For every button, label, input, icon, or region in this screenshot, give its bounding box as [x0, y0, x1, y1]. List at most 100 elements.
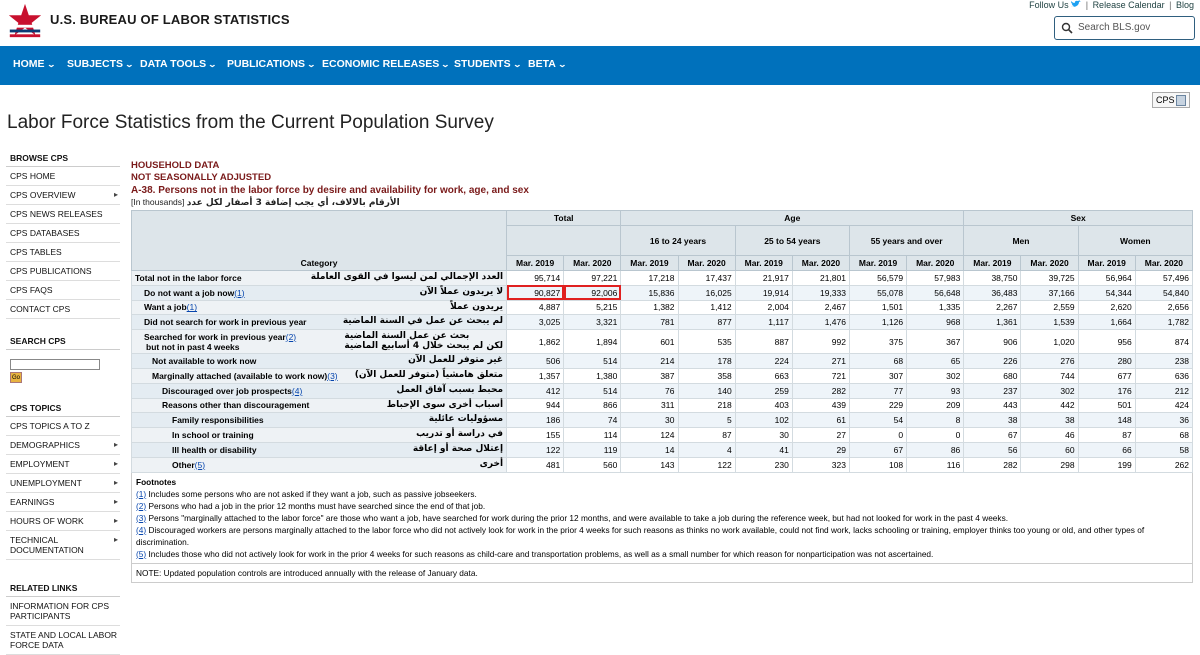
data-cell: 74 [563, 412, 622, 429]
period-header: Mar. 2019 [963, 255, 1022, 271]
chevron-right-icon: ▸ [113, 459, 118, 468]
footnote-link[interactable]: (1) [234, 287, 245, 298]
browse-cps-item-label: CPS TABLES [10, 247, 62, 257]
nav-data-tools[interactable]: DATA TOOLS ⌄ [140, 58, 218, 70]
data-cell: 140 [677, 382, 736, 399]
row-label: Other [172, 459, 195, 470]
age-16-24-header: 16 to 24 years [620, 225, 736, 256]
nav-economic-releases[interactable]: ECONOMIC RELEASES ⌄ [322, 58, 451, 70]
search-cps-input[interactable] [10, 359, 100, 370]
cps-topics-item[interactable]: UNEMPLOYMENT ▸ [6, 474, 120, 493]
browse-cps-item[interactable]: CPS TABLES [6, 243, 120, 262]
data-cell: 199 [1077, 456, 1136, 473]
total-subheader [506, 225, 622, 256]
site-title[interactable]: U.S. BUREAU OF LABOR STATISTICS [50, 12, 290, 27]
footnote-link[interactable]: (5) [194, 459, 206, 470]
separator: | [1085, 0, 1089, 10]
data-cell: 224 [734, 353, 793, 369]
total-header: Total [506, 210, 622, 226]
footnotes-title: Footnotes [136, 476, 177, 487]
footnote-link[interactable]: (4) [291, 385, 303, 396]
data-cell: 21,917 [734, 270, 793, 286]
chevron-right-icon: ▸ [113, 190, 118, 199]
bls-logo-icon[interactable] [6, 2, 44, 40]
footnote-number-link[interactable]: (3) [136, 512, 147, 523]
data-cell: 1,539 [1020, 314, 1079, 331]
browse-cps-item[interactable]: CPS PUBLICATIONS [6, 262, 120, 281]
footnote-number-link[interactable]: (5) [136, 548, 147, 559]
cps-topics-item[interactable]: HOURS OF WORK ▸ [6, 512, 120, 531]
browse-cps-item[interactable]: CPS OVERVIEW ▸ [6, 186, 120, 205]
data-cell: 46 [1020, 427, 1079, 443]
footnote-number-link[interactable]: (2) [136, 500, 147, 511]
table-row: Marginally attached (available to work n… [130, 367, 1194, 384]
data-cell: 302 [1020, 382, 1079, 399]
search-cps-form: Go [6, 350, 120, 394]
search-input[interactable]: Search BLS.gov [1054, 16, 1195, 40]
data-cell: 68 [1134, 427, 1194, 443]
twitter-icon[interactable] [1071, 0, 1082, 8]
nav-publications[interactable]: PUBLICATIONS ⌄ [227, 58, 317, 70]
data-cell: 680 [963, 367, 1022, 384]
document-icon [1176, 95, 1186, 106]
period-header: Mar. 2020 [1134, 255, 1194, 271]
data-cell: 54,344 [1077, 284, 1136, 301]
data-cell: 122 [506, 441, 565, 458]
data-cell: 21,801 [791, 270, 850, 286]
period-header: Mar. 2019 [734, 255, 793, 271]
footnote-number-link[interactable]: (4) [136, 524, 147, 535]
cps-button[interactable]: CPS [1152, 92, 1190, 108]
table-row: Family responsibilities مسؤوليات عائلية 18… [130, 412, 1194, 429]
cps-topics-item[interactable]: CPS TOPICS A TO Z [6, 417, 120, 436]
sidebar: BROWSE CPS CPS HOME CPS OVERVIEW ▸ CPS NEWS… [6, 150, 120, 655]
row-label: Reasons other than discouragement [162, 400, 310, 411]
browse-cps-item[interactable]: CPS NEWS RELEASES [6, 205, 120, 224]
follow-us-link[interactable]: Follow Us [1029, 0, 1069, 10]
data-cell: 1,782 [1134, 314, 1194, 331]
data-cell: 102 [734, 412, 793, 429]
go-button[interactable]: Go [10, 372, 22, 383]
data-cell: 212 [1134, 382, 1194, 399]
cps-topics-item[interactable]: EMPLOYMENT ▸ [6, 455, 120, 474]
data-cell: 67 [963, 427, 1022, 443]
cps-topics-item[interactable]: TECHNICAL DOCUMENTATION ▸ [6, 531, 120, 560]
arabic-label: العدد الإجمالي لمن ليسوا في القوى العامل… [310, 272, 504, 282]
footnote-number-link[interactable]: (1) [136, 488, 147, 499]
related-links-item[interactable]: STATE AND LOCAL LABOR FORCE DATA [6, 626, 120, 655]
nav-beta[interactable]: BETA ⌄ [528, 58, 567, 70]
footnote-link[interactable]: (3) [327, 370, 338, 381]
related-links-item[interactable]: INFORMATION FOR CPS PARTICIPANTS [6, 597, 120, 626]
row-category: Other(5) أخرى [130, 456, 508, 473]
row-category: Family responsibilities مسؤوليات عائلية [130, 412, 508, 429]
data-cell: 119 [563, 441, 622, 458]
data-cell: 1,361 [963, 314, 1022, 331]
data-cell: 2,656 [1134, 299, 1194, 316]
browse-cps-item[interactable]: CPS DATABASES [6, 224, 120, 243]
data-cell: 238 [1134, 353, 1194, 369]
data-cell: 375 [848, 329, 908, 355]
table-row: Total not in the labor force العدد الإجما… [130, 270, 1194, 286]
browse-cps-item-label: CPS PUBLICATIONS [10, 266, 92, 276]
data-cell: 5,215 [563, 299, 622, 316]
nav-students[interactable]: STUDENTS ⌄ [454, 58, 522, 70]
data-cell: 17,437 [677, 270, 736, 286]
blog-link[interactable]: Blog [1175, 0, 1194, 10]
browse-cps-item[interactable]: CPS FAQS [6, 281, 120, 300]
data-cell: 282 [963, 456, 1022, 473]
cps-topics-item[interactable]: DEMOGRAPHICS ▸ [6, 436, 120, 455]
age-25-54-header: 25 to 54 years [734, 225, 850, 256]
nav-subjects[interactable]: SUBJECTS ⌄ [67, 58, 135, 70]
footnote-link[interactable]: (2) [285, 331, 297, 342]
browse-cps-item[interactable]: CPS HOME [6, 167, 120, 186]
nav-home[interactable]: HOME ⌄ [13, 58, 56, 70]
release-calendar-link[interactable]: Release Calendar [1092, 0, 1165, 10]
seasonal-label: NOT SEASONALLY ADJUSTED [131, 172, 272, 183]
data-cell: 86 [906, 441, 965, 458]
footnote-link[interactable]: (1) [186, 302, 198, 313]
footnote-item: (2) Persons who had a job in the prior 1… [136, 500, 1188, 512]
cps-topics-item[interactable]: EARNINGS ▸ [6, 493, 120, 512]
browse-cps-item[interactable]: CONTACT CPS [6, 300, 120, 319]
data-cell: 17,218 [620, 270, 679, 286]
related-links-item-label: INFORMATION FOR CPS PARTICIPANTS [10, 601, 110, 621]
row-label: Do not want a job now [144, 287, 235, 298]
